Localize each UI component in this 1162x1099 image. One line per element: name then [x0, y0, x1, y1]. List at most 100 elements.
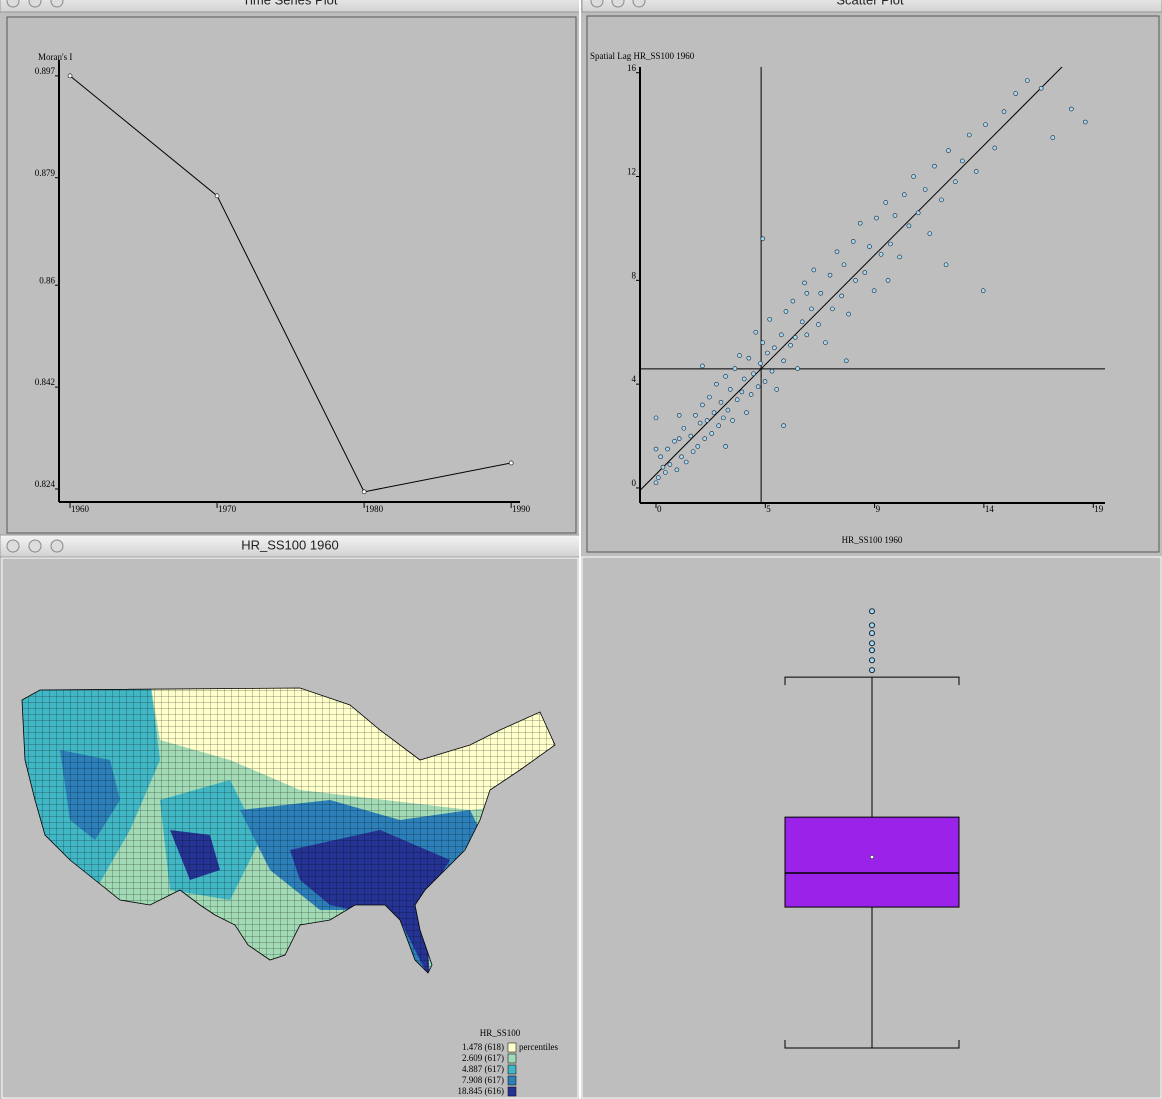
point	[830, 306, 835, 312]
point	[953, 179, 958, 185]
point	[702, 436, 708, 441]
point	[846, 311, 851, 317]
zoom-button[interactable]	[50, 0, 64, 8]
point	[667, 462, 673, 467]
point	[760, 236, 766, 242]
point	[707, 394, 712, 400]
point	[783, 309, 789, 314]
y-tick-label: 0	[632, 478, 637, 488]
whisker-cap	[784, 1040, 960, 1049]
point	[772, 345, 777, 351]
point	[723, 444, 728, 449]
point	[901, 192, 907, 197]
point	[927, 231, 933, 236]
point	[834, 249, 840, 255]
point	[748, 392, 754, 397]
minimize-button[interactable]	[611, 0, 625, 8]
point	[665, 446, 670, 452]
point	[774, 387, 779, 392]
legend-swatch	[507, 1075, 517, 1086]
close-button[interactable]	[6, 539, 20, 553]
window-scatter: Scatter Plot	[581, 0, 1162, 553]
title-bar[interactable]	[581, 0, 1162, 13]
point	[714, 381, 719, 387]
legend-label: 18.845 (616)	[458, 1086, 505, 1096]
point	[767, 316, 773, 322]
point	[966, 132, 972, 138]
point	[818, 291, 824, 296]
point	[1069, 106, 1074, 112]
point	[674, 467, 680, 473]
point	[992, 145, 998, 151]
point	[857, 220, 863, 226]
point	[1050, 135, 1056, 140]
point	[888, 241, 893, 247]
point	[1013, 91, 1018, 96]
point	[878, 252, 884, 257]
point	[734, 397, 740, 403]
point	[804, 332, 810, 338]
point	[892, 213, 898, 218]
outlier	[869, 608, 875, 615]
point	[983, 122, 988, 127]
close-button[interactable]	[590, 0, 604, 8]
minimize-button[interactable]	[28, 0, 42, 8]
point	[681, 425, 687, 431]
point	[911, 174, 916, 179]
point	[716, 423, 721, 428]
point	[871, 288, 877, 294]
legend-swatch	[507, 1042, 517, 1053]
point	[721, 415, 726, 421]
x-tick-label: 1960	[71, 504, 90, 514]
point	[922, 187, 928, 192]
y-tick-label: 0.879	[35, 168, 56, 178]
y-tick-label: 8	[632, 270, 637, 280]
point	[781, 423, 786, 428]
point	[679, 454, 684, 460]
window-title: HR_SS100 1960	[241, 537, 339, 552]
outlier	[869, 647, 875, 654]
point	[658, 454, 663, 460]
x-tick-label: 14	[985, 504, 995, 514]
point	[732, 366, 738, 371]
point	[741, 376, 747, 382]
legend-label: 2.609 (617)	[462, 1053, 504, 1063]
point	[823, 340, 828, 345]
zoom-button[interactable]	[50, 539, 64, 553]
series-line	[69, 75, 512, 493]
point	[762, 379, 768, 384]
point	[827, 272, 833, 278]
point	[744, 410, 749, 415]
x-tick-label: 5	[766, 504, 771, 514]
point	[811, 267, 817, 273]
point	[867, 244, 872, 249]
zoom-button[interactable]	[632, 0, 646, 8]
minimize-button[interactable]	[28, 539, 42, 553]
point	[753, 329, 759, 335]
point	[711, 410, 717, 415]
point	[939, 197, 944, 203]
point	[932, 163, 937, 169]
point	[662, 470, 668, 475]
y-tick-label: 0.86	[39, 275, 55, 285]
close-button[interactable]	[6, 0, 20, 8]
point	[755, 384, 761, 390]
scatter-points	[640, 67, 1088, 491]
point	[802, 280, 807, 286]
y-tick-label: 16	[627, 63, 637, 73]
point	[839, 293, 844, 299]
point	[853, 278, 858, 283]
x-tick-label: 9	[876, 504, 881, 514]
point	[746, 355, 752, 361]
point	[973, 169, 979, 174]
point	[709, 431, 714, 436]
y-axis-label: Moran's I	[38, 52, 72, 62]
point	[804, 291, 810, 296]
point	[653, 446, 659, 452]
y-tick-label: 4	[632, 374, 637, 384]
point	[683, 459, 689, 465]
x-axis-label: HR_SS100 1960	[842, 535, 903, 545]
point	[688, 433, 694, 439]
x-tick-label: 1990	[512, 504, 531, 514]
whisker-cap	[784, 676, 960, 686]
